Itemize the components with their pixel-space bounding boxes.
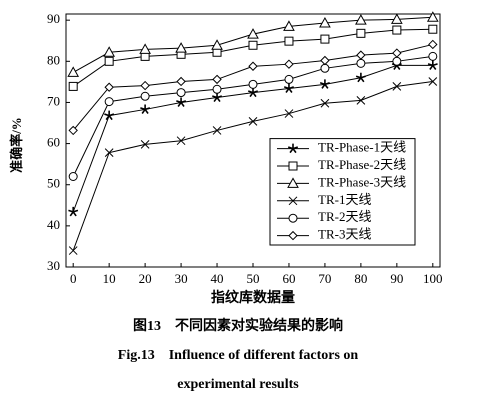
marker [140, 91, 150, 101]
marker [428, 51, 438, 61]
legend-label: TR-Phase-1天线 [318, 140, 406, 155]
marker [175, 42, 187, 53]
marker [139, 43, 151, 54]
marker [426, 11, 439, 22]
legend-label: TR-2天线 [318, 209, 371, 224]
marker [320, 34, 330, 44]
x-tick-label: 0 [70, 271, 77, 286]
marker [104, 97, 114, 107]
x-tick-label: 30 [175, 271, 188, 286]
marker [68, 206, 79, 217]
marker [103, 46, 116, 57]
marker [356, 50, 366, 60]
marker [355, 72, 366, 83]
x-tick-label: 10 [103, 271, 116, 286]
caption-cn: 图13 不同因素对实验结果的影响 [133, 317, 343, 334]
marker [248, 61, 258, 71]
marker [140, 104, 151, 114]
marker [356, 58, 366, 68]
marker [284, 109, 294, 118]
marker [320, 98, 330, 108]
marker [392, 25, 402, 35]
y-tick-label: 80 [47, 52, 60, 67]
marker [288, 213, 298, 223]
marker [248, 79, 258, 89]
y-tick-label: 30 [47, 258, 60, 273]
y-tick-label: 40 [47, 217, 60, 232]
x-tick-label: 90 [390, 271, 403, 286]
marker [68, 81, 78, 91]
marker [320, 55, 330, 66]
marker [284, 36, 294, 46]
legend-box [269, 138, 416, 246]
marker [68, 246, 78, 255]
y-tick-label: 70 [47, 93, 60, 108]
x-tick-label: 60 [282, 271, 295, 286]
marker [176, 97, 187, 107]
marker [67, 66, 80, 77]
marker [319, 79, 330, 89]
marker [104, 148, 114, 157]
marker [355, 14, 367, 25]
marker [392, 48, 402, 58]
marker [140, 80, 150, 91]
marker [247, 28, 259, 39]
marker [104, 56, 114, 66]
marker [392, 56, 402, 66]
marker [176, 76, 186, 87]
marker [68, 171, 78, 181]
marker [284, 74, 294, 84]
marker [320, 63, 330, 73]
x-tick-label: 20 [139, 271, 152, 286]
x-tick-label: 40 [211, 271, 224, 286]
marker [247, 87, 259, 98]
marker [428, 24, 438, 34]
y-axis-label: 准确率/% [9, 117, 24, 173]
marker [356, 96, 366, 105]
marker [248, 40, 258, 50]
marker [212, 74, 222, 85]
marker [104, 82, 114, 92]
y-tick-label: 90 [47, 11, 60, 26]
legend-label: TR-Phase-2天线 [318, 157, 406, 172]
x-tick-label: 70 [318, 271, 331, 286]
legend-label: TR-3天线 [318, 227, 371, 242]
x-axis-label: 指纹库数据量 [211, 289, 295, 306]
x-tick-label: 50 [247, 271, 260, 286]
legend-label: TR-1天线 [318, 192, 371, 207]
marker [390, 13, 403, 24]
legend-label: TR-Phase-3天线 [318, 174, 406, 189]
marker [211, 39, 223, 50]
marker [356, 28, 366, 38]
marker [212, 84, 222, 94]
marker [68, 125, 78, 136]
marker [284, 59, 294, 69]
marker [288, 196, 298, 206]
caption-en: experimental results [177, 377, 299, 392]
marker [212, 126, 222, 135]
marker [176, 88, 186, 98]
marker [104, 110, 115, 121]
y-tick-label: 50 [47, 176, 60, 191]
marker [287, 177, 299, 188]
marker [427, 60, 438, 70]
marker [288, 161, 298, 171]
marker [319, 17, 331, 28]
x-tick-label: 100 [423, 271, 443, 286]
marker [428, 77, 438, 86]
marker [392, 82, 402, 91]
marker [140, 140, 150, 149]
marker [176, 136, 186, 146]
marker [248, 117, 258, 126]
marker [212, 92, 223, 103]
x-tick-label: 80 [354, 271, 367, 286]
marker [287, 143, 299, 154]
marker [283, 83, 294, 93]
marker [428, 39, 438, 50]
marker [288, 230, 298, 241]
caption-en: Fig.13 Influence of different factors on [118, 348, 359, 363]
marker [283, 20, 295, 31]
y-tick-label: 60 [47, 135, 60, 150]
